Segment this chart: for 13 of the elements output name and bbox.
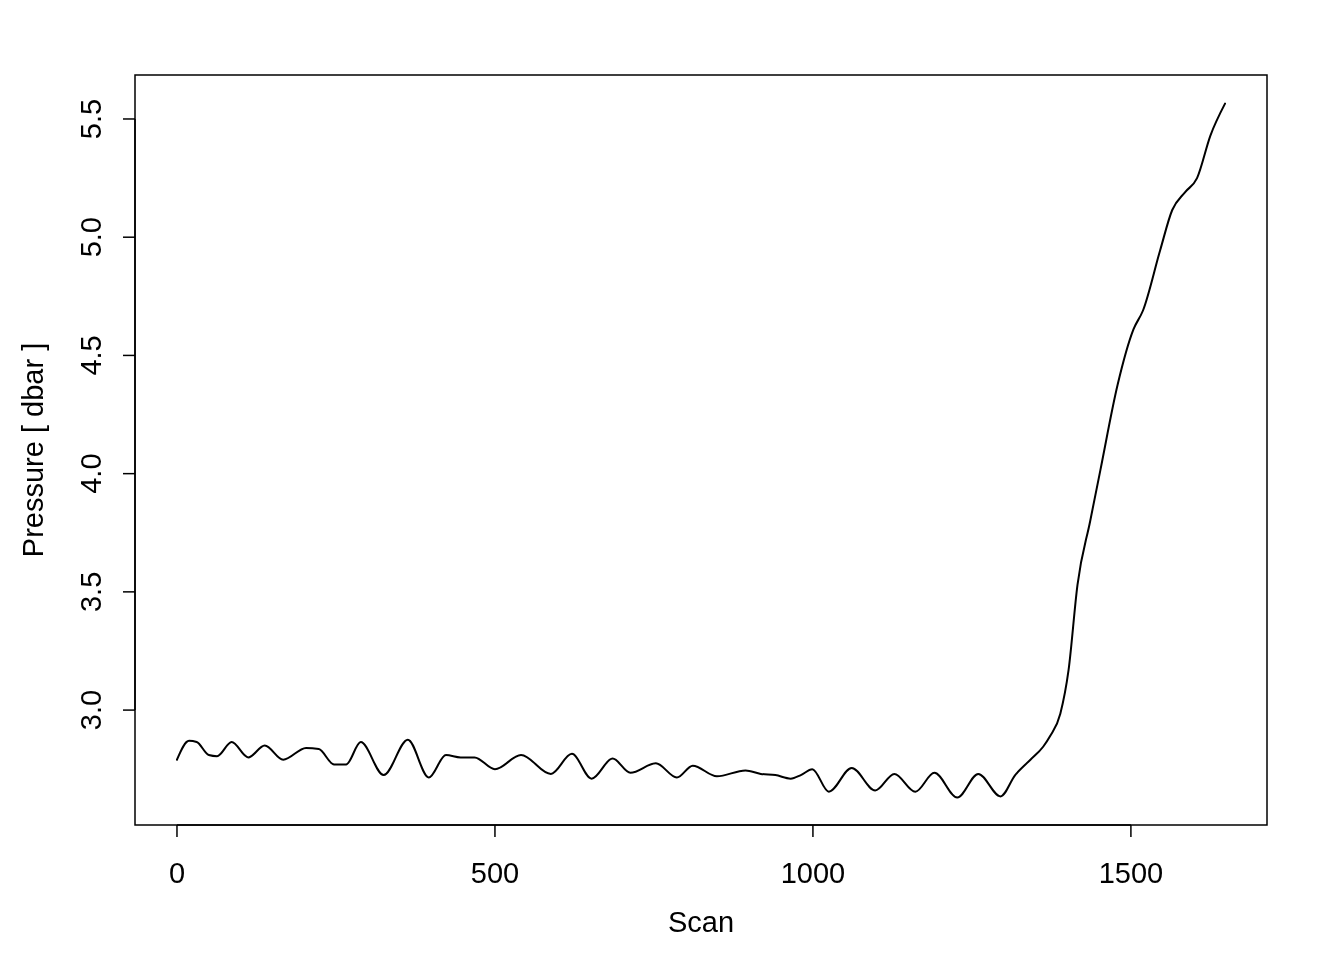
line-series (175, 102, 1227, 799)
x-tick-label: 0 (168, 857, 186, 889)
y-tick-label: 3.0 (75, 689, 107, 731)
y-tick-label: 3.5 (75, 571, 107, 613)
y-tick-label: 5.5 (75, 98, 107, 140)
y-tick-label: 4.5 (75, 335, 107, 376)
y-tick-label: 5.0 (75, 217, 107, 258)
y-axis-title: Pressure [ dbar ] (17, 342, 49, 558)
x-tick-label: 1000 (780, 857, 846, 889)
x-axis-title: Scan (667, 906, 735, 938)
x-tick-label: 1500 (1098, 857, 1164, 889)
y-tick-label: 4.0 (75, 453, 107, 494)
x-tick-label: 500 (470, 857, 520, 889)
